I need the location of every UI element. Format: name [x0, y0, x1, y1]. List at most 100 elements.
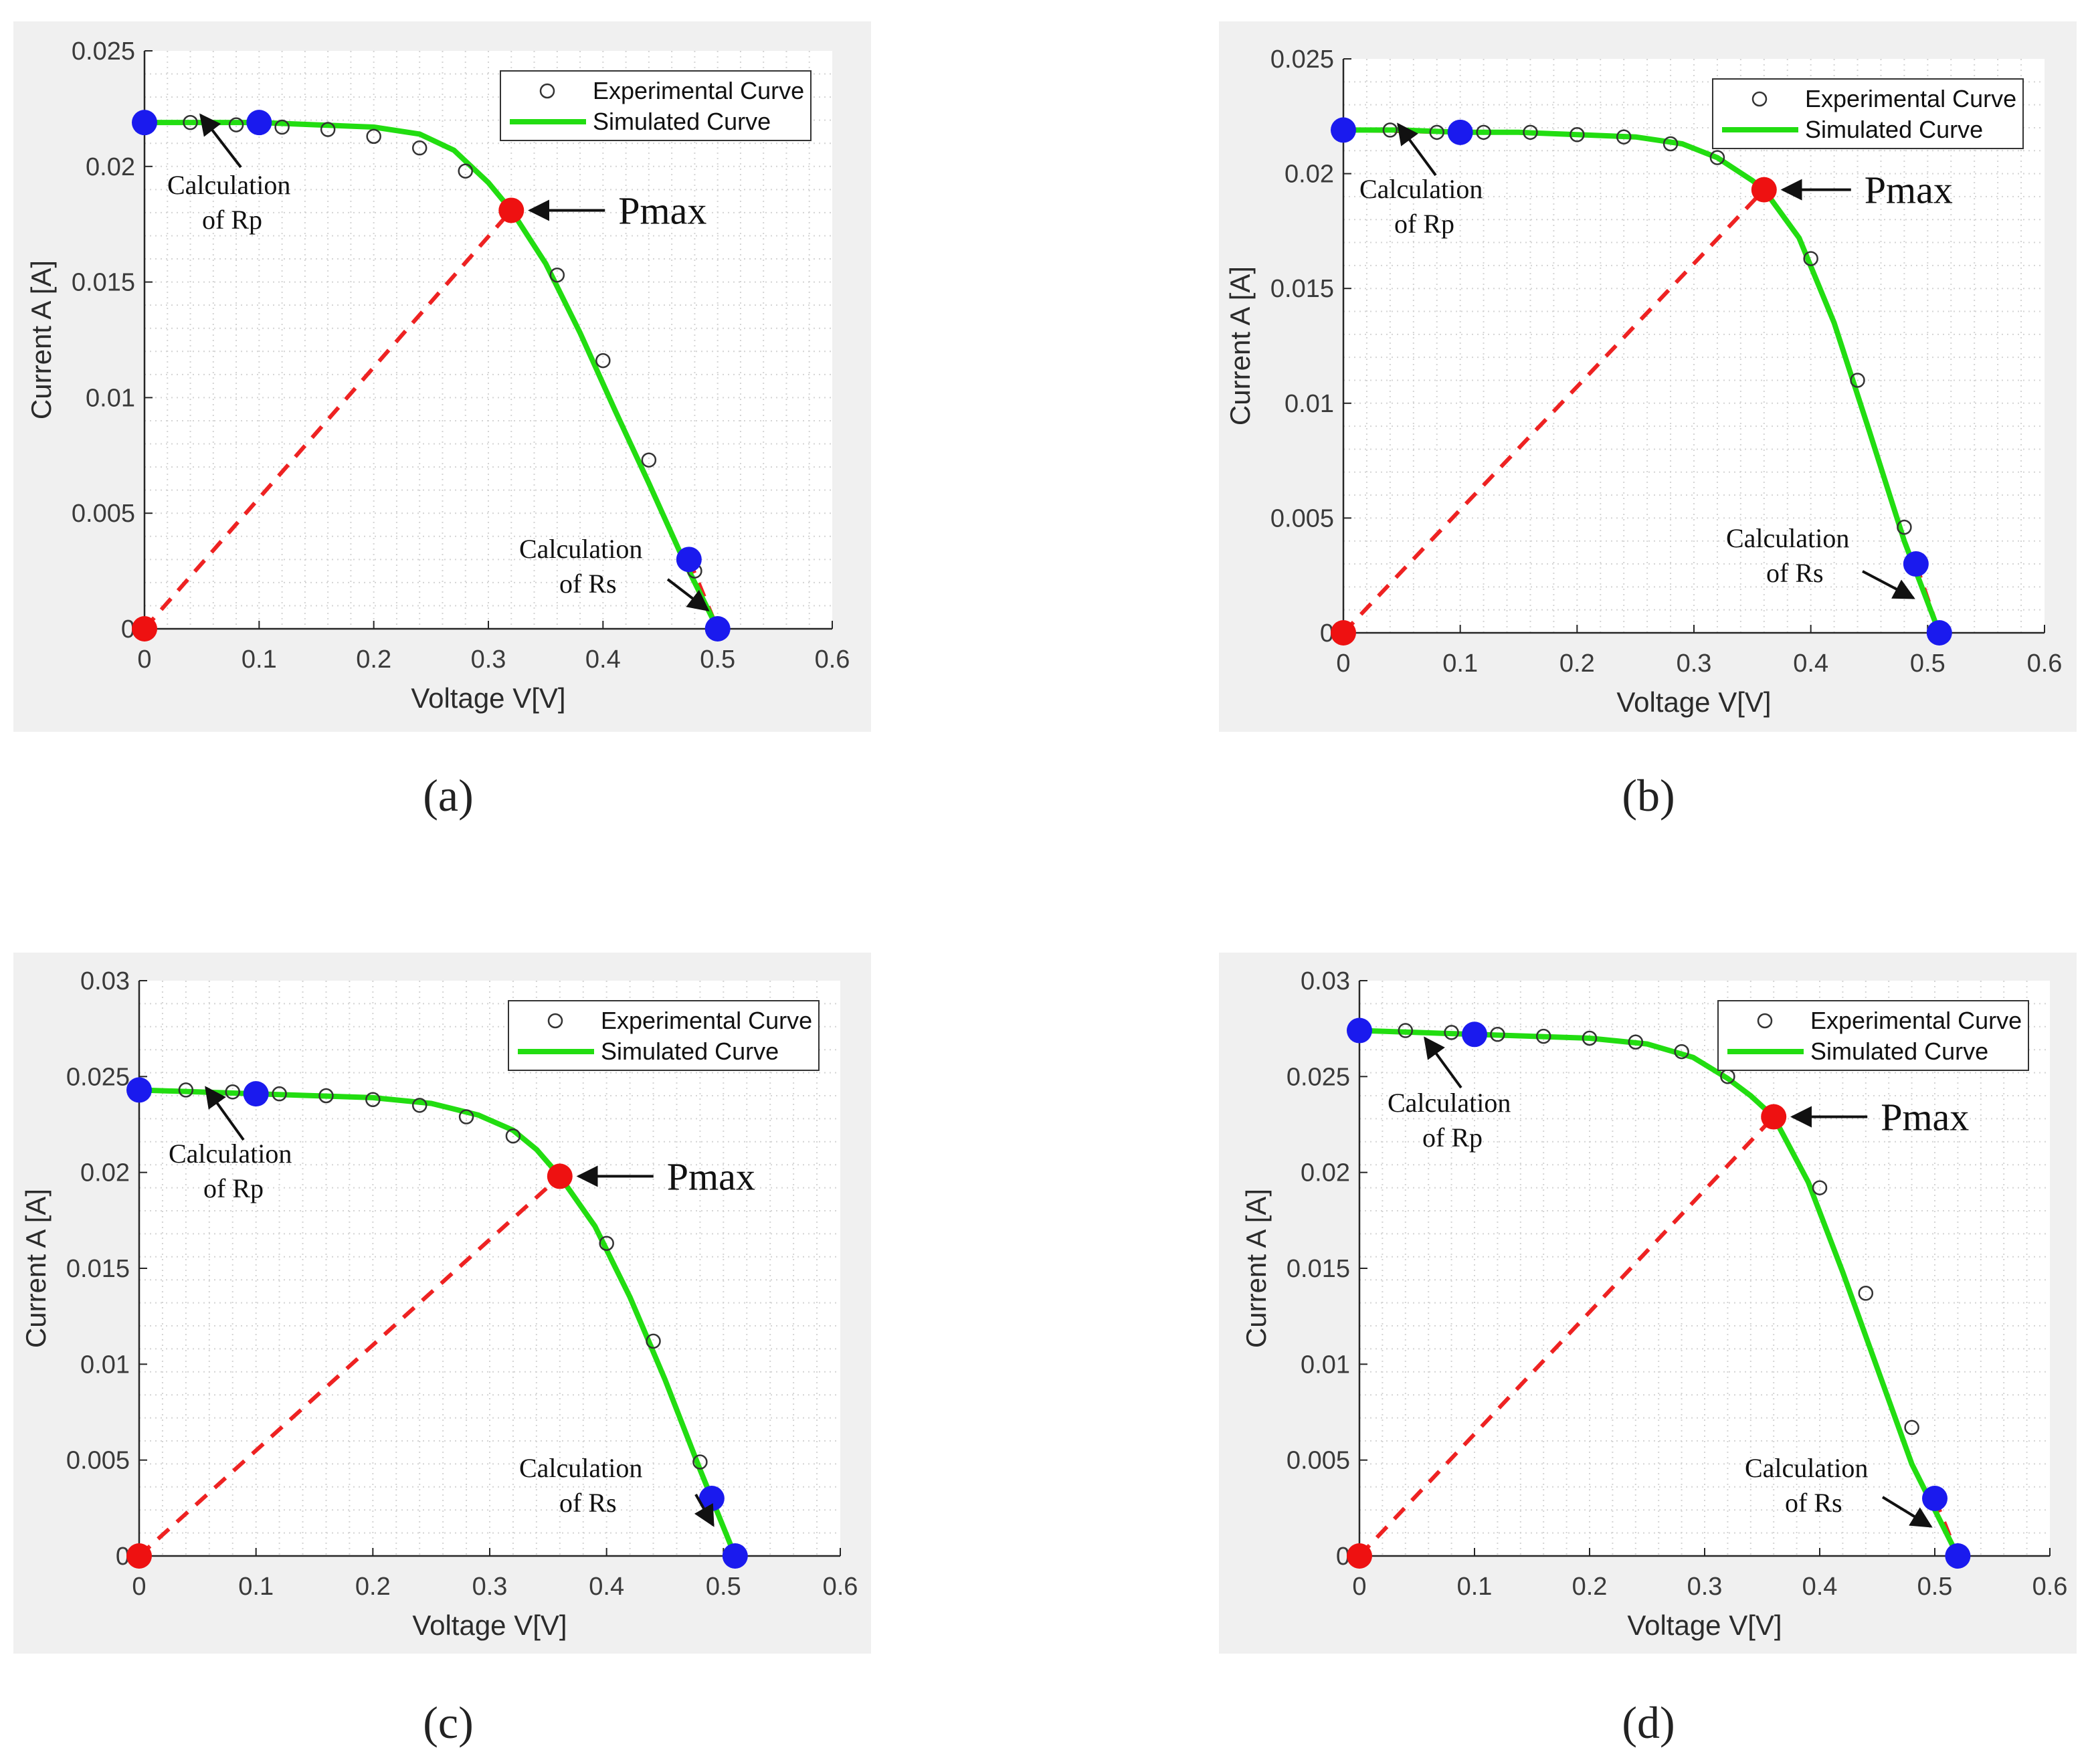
rs-annotation-line1: Calculation	[519, 534, 642, 564]
legend-box	[508, 1000, 820, 1071]
legend-simulated-label: Simulated Curve	[601, 1038, 779, 1065]
y-tick-label: 0	[1320, 619, 1334, 648]
pmax-label: Pmax	[1865, 169, 1953, 212]
legend-experimental-symbol	[539, 83, 555, 99]
experimental-point	[1628, 1034, 1644, 1050]
y-tick-label: 0	[116, 1543, 130, 1571]
plot-area	[1359, 981, 2050, 1556]
blue-marker	[1331, 117, 1356, 143]
experimental-point	[641, 452, 657, 468]
y-tick-label: 0.02	[86, 153, 135, 181]
y-tick-label: 0.015	[1270, 275, 1334, 303]
pmax-label: Pmax	[667, 1155, 755, 1198]
grid	[145, 51, 832, 629]
experimental-point	[272, 1086, 287, 1102]
experimental-point	[458, 163, 473, 179]
rs-arrow	[1881, 1496, 1933, 1528]
x-tick-label: 0.2	[1572, 1573, 1608, 1601]
experimental-point	[505, 1128, 521, 1144]
experimental-point	[692, 1454, 708, 1470]
x-tick-label: 0.4	[589, 1573, 624, 1601]
y-tick-label: 0.025	[72, 37, 135, 66]
experimental-point	[365, 1092, 381, 1107]
y-tick-label: 0.005	[72, 500, 135, 528]
experimental-point	[646, 1333, 661, 1349]
pmax-label: Pmax	[618, 189, 706, 232]
y-tick-label: 0	[121, 615, 135, 644]
y-tick-label: 0.02	[1301, 1159, 1350, 1187]
experimental-point	[1582, 1030, 1598, 1046]
experimental-point	[178, 1082, 194, 1098]
blue-marker	[1945, 1543, 1971, 1569]
plot-area	[139, 981, 840, 1556]
rp-arrow	[199, 113, 242, 169]
legend-experimental-symbol	[547, 1013, 563, 1029]
experimental-point	[1616, 129, 1632, 144]
x-tick-label: 0.3	[1687, 1573, 1723, 1601]
experimental-point	[1476, 124, 1491, 140]
x-tick-label: 0.1	[1457, 1573, 1493, 1601]
blue-marker	[676, 547, 702, 573]
blue-marker	[1462, 1021, 1487, 1048]
blue-marker	[1922, 1486, 1948, 1511]
rp-annotation-line1: Calculation	[167, 170, 290, 200]
red-marker	[1331, 620, 1356, 646]
experimental-point	[411, 140, 428, 156]
experimental-point	[1897, 519, 1912, 535]
x-tick-label: 0.6	[2032, 1573, 2068, 1601]
blue-marker	[126, 1077, 152, 1103]
plot-area	[1343, 59, 2045, 633]
legend-experimental-symbol	[1757, 1013, 1773, 1029]
experimental-point	[1570, 127, 1585, 142]
legend-box	[1712, 78, 2024, 149]
x-tick-label: 0.6	[823, 1573, 858, 1601]
simulated-curve-line	[1359, 1027, 1960, 1557]
y-tick-label: 0.02	[1285, 161, 1334, 189]
experimental-point	[599, 1236, 614, 1251]
y-tick-label: 0.015	[66, 1255, 130, 1283]
rs-arrow	[694, 1494, 715, 1527]
x-tick-label: 0.6	[815, 646, 850, 674]
experimental-point	[1398, 1023, 1414, 1038]
x-tick-label: 0.4	[1793, 650, 1828, 678]
simulated-curve-line	[145, 120, 721, 630]
x-tick-label: 0.3	[472, 1573, 508, 1601]
y-tick-label: 0.01	[1301, 1351, 1350, 1379]
rp-annotation-line2: of Rp	[203, 1173, 264, 1203]
red-marker	[1347, 1543, 1372, 1569]
experimental-point	[549, 267, 565, 283]
y-tick-label: 0.025	[1270, 45, 1334, 74]
rs-arrow	[1862, 570, 1915, 599]
y-tick-label: 0.01	[80, 1351, 130, 1379]
x-axis-label: Voltage V[V]	[1627, 1609, 1782, 1641]
experimental-point	[1858, 1286, 1874, 1301]
rp-annotation-line1: Calculation	[169, 1139, 292, 1169]
rp-annotation-line2: of Rp	[202, 205, 262, 235]
experimental-point	[1444, 1025, 1459, 1040]
red-marker	[132, 616, 157, 642]
x-tick-label: 0.5	[706, 1573, 741, 1601]
legend-simulated-label: Simulated Curve	[1805, 116, 1983, 143]
red-marker	[1751, 177, 1777, 203]
experimental-point	[1812, 1180, 1828, 1195]
experimental-point	[274, 119, 290, 135]
y-tick-label: 0.03	[1301, 967, 1350, 995]
blue-marker	[1903, 551, 1929, 577]
rs-annotation-line2: of Rs	[1785, 1488, 1842, 1518]
legend-experimental-label: Experimental Curve	[1810, 1007, 2022, 1034]
legend-simulated-label: Simulated Curve	[593, 108, 771, 135]
simulated-curve-line	[1343, 127, 1942, 634]
y-tick-label: 0.015	[1287, 1255, 1350, 1283]
experimental-point	[1429, 124, 1444, 140]
y-tick-label: 0.005	[1287, 1447, 1350, 1475]
blue-marker	[704, 616, 731, 642]
y-tick-label: 0.005	[66, 1447, 130, 1475]
y-tick-label: 0.015	[72, 269, 135, 297]
x-axis-label: Voltage V[V]	[1616, 686, 1771, 718]
experimental-point	[1535, 1028, 1551, 1044]
y-axis-label: Current A [A]	[25, 260, 57, 419]
x-tick-label: 0	[1336, 650, 1350, 678]
